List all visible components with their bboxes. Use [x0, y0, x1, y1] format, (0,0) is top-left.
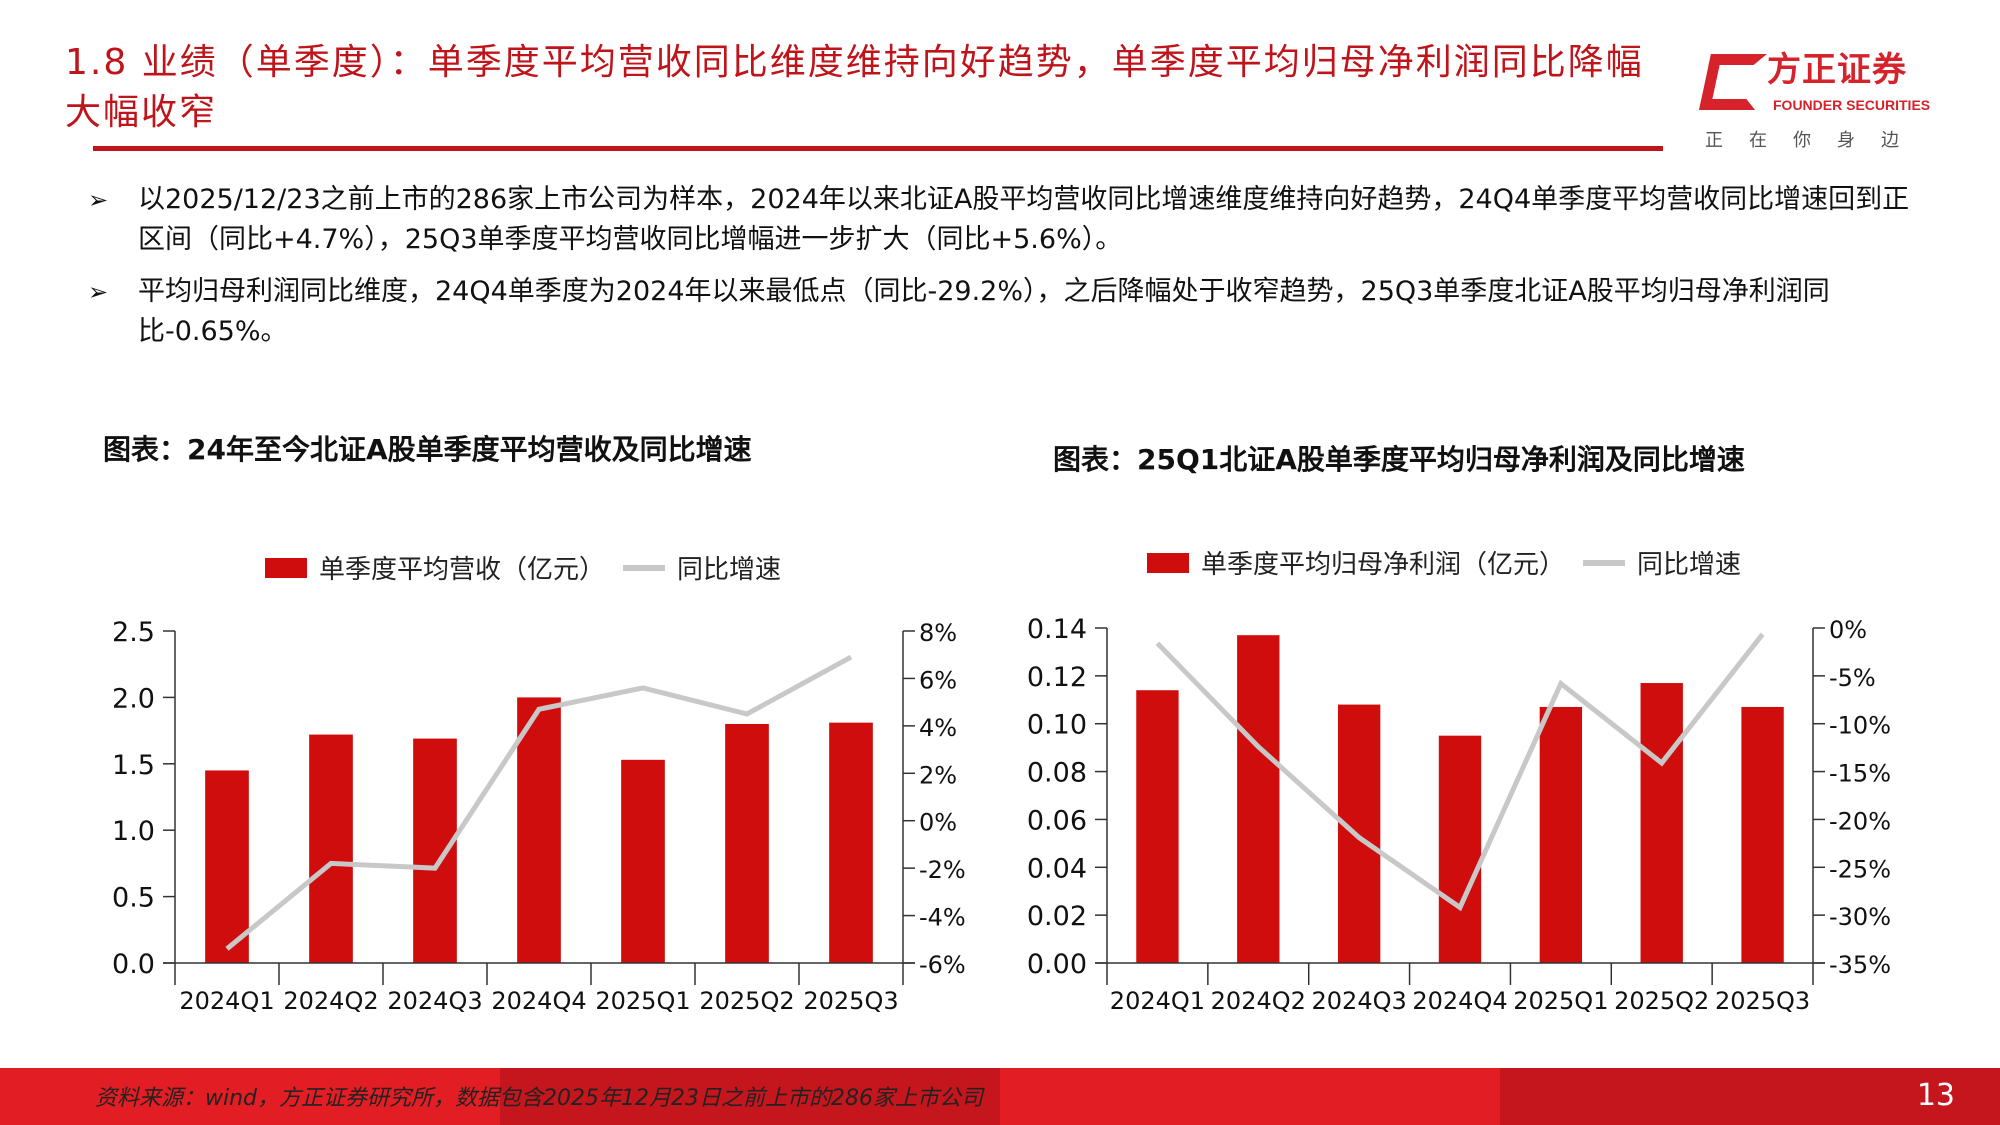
legend-bar-swatch	[265, 558, 307, 578]
x-tick-label: 2024Q1	[1110, 987, 1205, 1015]
bar	[1539, 706, 1583, 963]
bullet-item: ➢ 平均归母利润同比维度，24Q4单季度为2024年以来最低点（同比-29.2%）…	[88, 272, 1928, 352]
footer-bar	[0, 1068, 2000, 1125]
y2-tick-label: 8%	[919, 619, 957, 647]
x-tick-label: 2024Q3	[387, 987, 482, 1015]
y2-tick-label: -5%	[1829, 664, 1876, 692]
x-tick-label: 2024Q2	[283, 987, 378, 1015]
legend-bar-label: 单季度平均归母净利润（亿元）	[1201, 550, 1565, 580]
y2-tick-label: -6%	[919, 951, 966, 979]
bar	[413, 738, 457, 963]
x-tick-label: 2025Q3	[1715, 987, 1810, 1015]
y-tick-label: 0.04	[1027, 853, 1087, 884]
bullet-item: ➢ 以2025/12/23之前上市的286家上市公司为样本，2024年以来北证A股…	[88, 180, 1928, 260]
y2-tick-label: -15%	[1829, 760, 1891, 788]
y2-tick-label: 0%	[1829, 616, 1867, 644]
y-tick-label: 2.5	[112, 617, 155, 648]
bullet-text: 以2025/12/23之前上市的286家上市公司为样本，2024年以来北证A股平…	[138, 184, 1910, 255]
bar	[621, 759, 665, 963]
y2-tick-label: -30%	[1829, 903, 1891, 931]
y-tick-label: 0.02	[1027, 901, 1087, 932]
x-tick-label: 2024Q1	[179, 987, 274, 1015]
logo-cn: 方正证券	[1767, 50, 1907, 90]
bar	[205, 770, 249, 963]
y2-tick-label: -2%	[919, 856, 966, 884]
y-tick-label: 0.5	[112, 883, 155, 914]
x-tick-label: 2025Q2	[699, 987, 794, 1015]
legend-line-label: 同比增速	[1637, 550, 1741, 580]
bar	[725, 723, 769, 963]
y-tick-label: 0.06	[1027, 805, 1087, 836]
bar	[1741, 706, 1784, 963]
y2-tick-label: 6%	[919, 666, 957, 694]
x-tick-label: 2024Q4	[491, 987, 586, 1015]
footer-segment	[0, 1068, 500, 1125]
footer-segment	[1000, 1068, 1500, 1125]
bar	[1438, 735, 1482, 963]
x-tick-label: 2025Q3	[803, 987, 898, 1015]
y2-tick-label: -25%	[1829, 855, 1891, 883]
chart-title-revenue: 图表：24年至今北证A股单季度平均营收及同比增速	[103, 433, 752, 466]
y2-tick-label: -10%	[1829, 712, 1891, 740]
y-tick-label: 0.08	[1027, 758, 1087, 789]
y-tick-label: 0.10	[1027, 710, 1087, 741]
y-tick-label: 0.12	[1027, 662, 1087, 693]
y-tick-label: 2.0	[112, 683, 155, 714]
bullet-list: ➢ 以2025/12/23之前上市的286家上市公司为样本，2024年以来北证A股…	[88, 180, 1928, 364]
y2-tick-label: 0%	[919, 809, 957, 837]
y2-tick-label: -4%	[919, 904, 966, 932]
founder-logo: 方正证券 FOUNDER SECURITIES 正在你身边	[1699, 50, 1945, 158]
logo-slogan: 正在你身边	[1705, 130, 1925, 151]
footer-segment	[1500, 1068, 2000, 1125]
y2-tick-label: 4%	[919, 714, 957, 742]
footer-segment	[500, 1068, 1000, 1125]
logo-en: FOUNDER SECURITIES	[1773, 97, 1931, 113]
legend-bar-swatch	[1147, 553, 1189, 573]
y2-tick-label: 2%	[919, 761, 957, 789]
arrow-bullet-icon: ➢	[88, 186, 109, 214]
x-tick-label: 2025Q1	[1513, 987, 1608, 1015]
legend-line-label: 同比增速	[677, 555, 781, 585]
bar	[1640, 683, 1683, 963]
page-title: 1.8 业绩（单季度）：单季度平均营收同比维度维持向好趋势，单季度平均归母净利润…	[65, 42, 1644, 133]
x-tick-label: 2025Q1	[595, 987, 690, 1015]
bar	[1337, 704, 1381, 963]
y-tick-label: 1.0	[112, 816, 155, 847]
y2-tick-label: -20%	[1829, 807, 1891, 835]
title-divider	[93, 146, 1663, 151]
bar	[309, 734, 353, 963]
source-note: 资料来源：wind，方正证券研究所，数据包含2025年12月23日之前上市的28…	[95, 1086, 983, 1111]
chart-title-profit: 图表：25Q1北证A股单季度平均归母净利润及同比增速	[1053, 443, 1745, 476]
bullet-text: 平均归母利润同比维度，24Q4单季度为2024年以来最低点（同比-29.2%），…	[138, 276, 1830, 347]
page-number: 13	[1916, 1078, 1955, 1113]
x-tick-label: 2024Q2	[1211, 987, 1306, 1015]
y-tick-label: 0.0	[112, 949, 155, 980]
y2-tick-label: -35%	[1829, 951, 1891, 979]
x-tick-label: 2024Q3	[1312, 987, 1407, 1015]
bar	[1237, 635, 1280, 963]
x-tick-label: 2025Q2	[1614, 987, 1709, 1015]
y-tick-label: 0.14	[1027, 614, 1087, 645]
bar	[829, 722, 873, 963]
x-tick-label: 2024Q4	[1412, 987, 1507, 1015]
legend-bar-label: 单季度平均营收（亿元）	[319, 555, 605, 585]
y-tick-label: 0.00	[1027, 949, 1087, 980]
bar	[1136, 690, 1179, 963]
arrow-bullet-icon: ➢	[88, 278, 109, 306]
y-tick-label: 1.5	[112, 750, 155, 781]
bar	[517, 697, 561, 963]
